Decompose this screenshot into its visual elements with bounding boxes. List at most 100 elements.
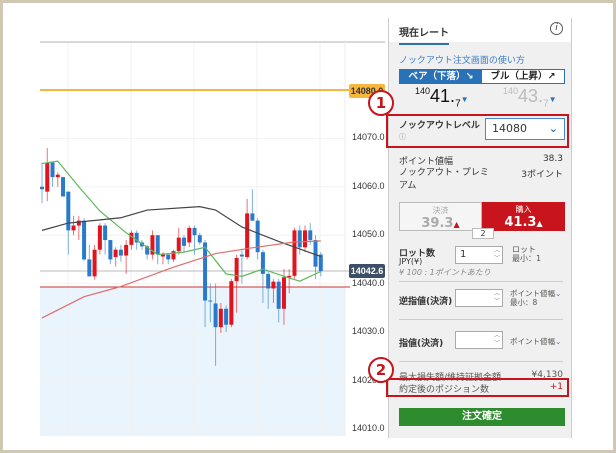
candle-body [118, 249, 123, 256]
lot-currency: JPY(¥) [399, 257, 423, 266]
bull-button[interactable]: ブル（上昇）↗ [482, 70, 564, 83]
direction-toggle: ベア（下落）↘ ブル（上昇）↗ [399, 69, 565, 84]
premium-label: ノックアウト・プレミアム [399, 168, 489, 191]
candle-body [71, 225, 76, 231]
candle-body [213, 303, 218, 328]
candle-body [313, 240, 318, 267]
candle-body [92, 249, 97, 277]
positions-value: +1 [549, 382, 563, 392]
order-panel: 現在レート i ノックアウト注文画面の使い方 ベア（下落）↘ ブル（上昇）↗ 14… [388, 18, 572, 438]
candle-body [108, 240, 113, 260]
price-tick: 14070.0 [352, 132, 385, 142]
limit-unit-select[interactable]: ポイント値幅⌄ [510, 337, 562, 346]
callout-1: 1 [368, 90, 394, 116]
limit-input[interactable]: ︿ ﹀ [455, 331, 503, 349]
candle-body [255, 220, 260, 253]
candle-body [97, 225, 102, 250]
lot-label: ロット数 [399, 249, 436, 259]
lot-input[interactable]: 1 ︿ ﹀ [455, 246, 503, 264]
candle-body [103, 225, 108, 241]
candle-body [197, 235, 202, 243]
candle-body [245, 213, 250, 257]
stop-min: 最小：8 [510, 298, 538, 307]
candle-body [187, 227, 192, 243]
stop-label: 逆指値(決済) [399, 297, 453, 307]
candle-body [303, 230, 307, 248]
candle-body [176, 237, 181, 252]
highlight-positions [386, 378, 569, 397]
spread-value: 2 [472, 228, 494, 239]
candle-body [297, 230, 302, 248]
candle-body [208, 300, 213, 302]
howto-link[interactable]: ノックアウト注文画面の使い方 [399, 56, 525, 66]
candle-body [318, 254, 323, 272]
positions-label: 約定後のポジション数 [399, 385, 490, 395]
candle-body [150, 235, 155, 255]
ma-mid-line [41, 206, 321, 258]
stop-unit-select[interactable]: ポイント値幅 [510, 289, 555, 298]
bull-rate: 14043.7▼ [503, 86, 557, 110]
premium-value: 3ポイント [521, 170, 563, 180]
price-tick: 14050.0 [352, 229, 385, 239]
stepper-icon: ︿ ﹀ [493, 332, 500, 347]
candle-body [66, 191, 71, 231]
stop-input[interactable]: ︿ ﹀ [455, 289, 503, 307]
current-price-tag: 14042.6 [349, 264, 385, 278]
price-tick: 14030.0 [352, 326, 385, 336]
info-icon: ⓘ [399, 133, 406, 141]
candle-body [134, 232, 139, 243]
candle-body [281, 277, 286, 309]
confirm-order-button[interactable]: 注文確定 [399, 408, 565, 426]
price-tick: 14020.0 [352, 375, 385, 385]
candle-body [292, 230, 297, 276]
max-loss-value: ¥4,130 [531, 370, 564, 380]
ma-short-line [41, 160, 322, 282]
candle-body [40, 186, 44, 190]
candle-body [61, 177, 66, 197]
candle-body [218, 308, 223, 328]
candle-body [203, 242, 208, 301]
candle-body [82, 220, 87, 260]
candle-body [155, 235, 160, 255]
candle-body [87, 259, 92, 277]
buy-button[interactable]: 購入 41.3▲ [482, 202, 565, 231]
candle-body [45, 162, 50, 192]
callout-2: 2 [368, 357, 394, 383]
price-tick: 14040.0 [352, 278, 385, 288]
stepper-icon: ︿ ﹀ [493, 247, 500, 262]
sell-button[interactable]: 決済 39.3▲ [399, 202, 482, 231]
candle-body [129, 232, 134, 245]
candle-body [266, 273, 271, 289]
price-tick: 14060.0 [352, 181, 385, 191]
knockout-level-label: ノックアウトレベル [399, 121, 480, 131]
tab-current-rate[interactable]: 現在レート [399, 24, 449, 45]
price-tick: 14010.0 [352, 423, 385, 433]
candle-body [250, 213, 255, 221]
candle-body [182, 237, 187, 246]
candle-body [76, 220, 81, 226]
highlight-knockout-level [386, 114, 569, 148]
candle-body [192, 227, 197, 236]
lot-note: ¥ 100 : 1ポイントあたり [399, 268, 491, 277]
stepper-icon: ︿ ﹀ [493, 290, 500, 305]
candle-body [113, 249, 118, 257]
candle-body [171, 251, 176, 260]
knockout-level-select[interactable]: 14080 ⌄ [485, 118, 565, 140]
candle-body [50, 162, 55, 178]
candle-body [166, 254, 171, 260]
candle-body [229, 281, 234, 325]
point-width-label: ポイント値幅 [399, 157, 454, 167]
candle-body [276, 281, 281, 309]
knockout-zone-shade [40, 286, 345, 436]
bear-button[interactable]: ベア（下落）↘ [400, 70, 482, 83]
candle-body [308, 230, 313, 241]
ma-long-line [41, 240, 321, 319]
lot-unit: ロット [512, 245, 536, 254]
point-width-value: 38.3 [542, 154, 563, 164]
lot-min: 最小：1 [512, 254, 542, 263]
bear-rate: 14041.7▼ [415, 86, 469, 110]
candle-body [271, 281, 276, 289]
info-icon[interactable]: i [550, 22, 563, 35]
candle-body [55, 174, 60, 178]
